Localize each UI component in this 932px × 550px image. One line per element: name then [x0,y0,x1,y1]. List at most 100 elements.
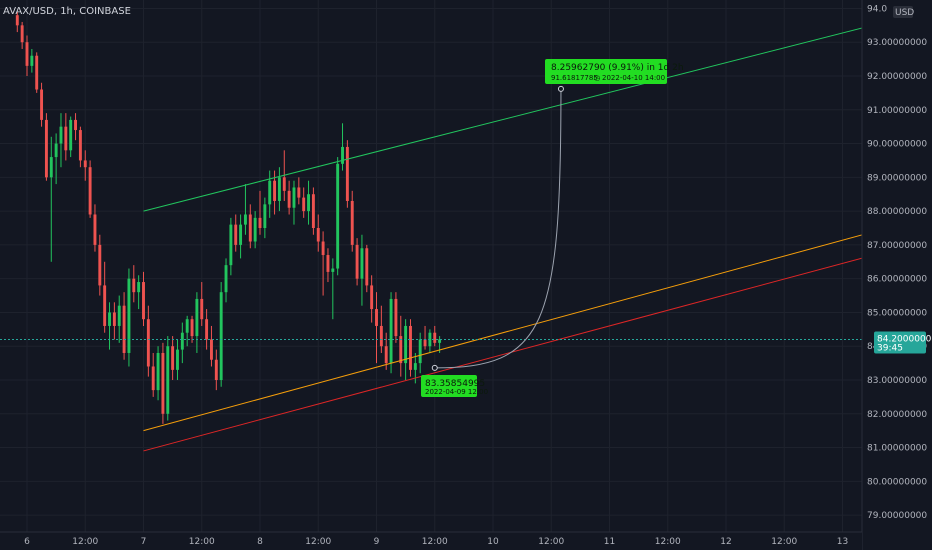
y-tick-label: 93.00000000 [867,38,927,48]
candle [15,11,19,33]
orange-channel-line[interactable] [143,211,932,432]
candle-body [399,336,403,364]
x-tick-label: 8 [257,537,263,547]
y-tick-label: 87.00000000 [867,241,927,251]
countdown-timer: 39:45 [877,343,903,353]
candle-body [151,366,155,391]
y-tick-label: 86.00000000 [867,275,927,285]
candle-body [142,282,145,320]
candle [35,52,39,93]
y-axis-labels: 94.0 93.00000000 92.00000000 91.00000000 90.… [867,4,927,521]
projection-end-point[interactable] [557,85,564,92]
x-axis-labels: 6 12:00 7 12:00 8 12:00 9 12:00 10 12:00 11 12:00 12… [24,537,848,547]
candle [40,82,44,127]
candle [137,275,141,310]
candle [302,187,306,218]
candle-body [137,282,141,293]
candle [355,238,359,286]
candles [15,11,442,424]
candle [54,133,58,185]
candle [326,248,330,283]
x-tick-label: 9 [374,537,380,547]
candle [185,315,189,347]
x-tick-label: 11 [604,537,615,547]
candle [234,214,238,252]
candle [316,214,320,252]
x-tick-label: 12:00 [72,537,98,547]
y-tick-label: 85.00000000 [867,308,927,318]
y-tick-label: 90.00000000 [867,140,927,150]
projection-label[interactable]: 8.25962790 (9.91%) in 1d 2h 91.61817785 … [545,59,684,84]
candle [350,190,354,252]
candle-body [433,332,437,343]
x-tick-label: 12:00 [189,537,215,547]
candle-body [210,339,213,360]
y-tick-label: 94.0 [867,4,887,14]
projection-label-line1: 8.25962790 (9.91%) in 1d 2h [551,63,684,73]
candle [30,48,34,73]
candle-body [345,146,349,201]
candle-body [195,298,199,337]
candle-body [98,244,102,286]
candle-body [219,292,223,380]
start-label-date: 2022-04-09 12:00 [425,388,488,396]
candle [370,275,374,323]
candle-body [40,89,44,120]
candle [69,116,73,158]
candle [341,123,344,171]
x-tick-label: 13 [837,537,848,547]
candle [365,244,369,293]
candle [253,211,257,249]
candle [74,113,77,141]
candle-body [243,214,247,225]
projection-start-point[interactable] [431,364,438,371]
y-tick-label: 88.00000000 [867,207,927,217]
candle [384,332,388,370]
candle-body [20,25,24,43]
candle-body [375,309,378,326]
candle-body [379,325,383,347]
candle [239,214,243,259]
y-tick-label: 89.00000000 [867,173,927,183]
candle-body [336,163,340,269]
time-axis[interactable] [0,532,862,550]
candle-body [355,244,359,279]
candle-body [273,180,277,201]
candle-body [384,346,388,364]
candle-body [394,298,398,337]
candle-body [132,278,136,293]
candle-body [78,130,82,161]
candle [277,167,281,212]
candle [151,352,155,397]
candle-body [185,319,189,333]
candle [180,322,184,364]
start-label[interactable]: 83.35854995 2022-04-09 12:00 [421,375,488,397]
candle [307,180,310,225]
candle-body [287,190,291,208]
candle [409,319,412,377]
calendar-icon: ◷ [594,74,601,82]
candle [108,302,111,350]
candle [375,292,378,364]
current-price-tag[interactable]: 84.20000000 39:45 [874,331,932,354]
candle [258,190,262,235]
currency-badge[interactable]: USD [893,6,914,18]
projection-arc [434,88,562,369]
candle [321,231,325,296]
price-axis[interactable] [862,0,932,550]
candle [44,113,48,181]
candle-body [156,352,160,391]
candle [103,261,107,333]
candle [219,282,223,387]
candle-body [69,119,73,151]
currency-badge-text: USD [895,8,914,18]
candle-body [30,55,34,66]
candle [205,309,209,350]
x-tick-label: 12 [720,537,731,547]
candle [389,292,393,374]
red-channel-line[interactable] [143,235,932,452]
candle [161,342,165,424]
candle-body [171,346,175,370]
candle-body [370,285,374,310]
